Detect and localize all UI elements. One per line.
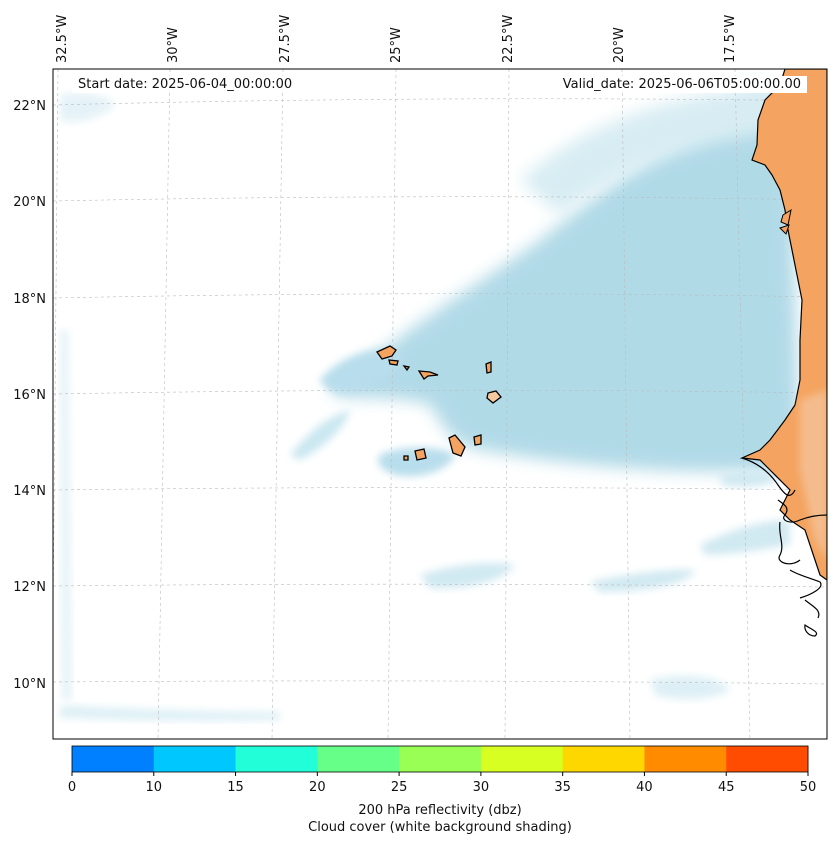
lat-label: 22°N (13, 99, 46, 114)
map-frame (52, 68, 828, 740)
cloud-patch-14n-east (720, 470, 780, 487)
cloud-patch-south-islands (378, 447, 455, 477)
cloud-mass-main (330, 95, 800, 472)
colorbar-segment (72, 746, 155, 772)
cloud-strip-coast (700, 520, 790, 555)
colorbar-segment (317, 746, 400, 772)
lat-label: 16°N (13, 388, 46, 403)
cloud-strip-12n (420, 563, 515, 589)
island-brava (403, 455, 409, 461)
colorbar: 0 10 15 20 25 30 35 40 45 50 (68, 745, 817, 795)
latitude-labels: 22°N 20°N 18°N 16°N 14°N 12°N 10°N (13, 99, 46, 692)
lon-label: 30°W (166, 27, 181, 63)
cloud-patch-nw (60, 93, 115, 122)
lon-label: 22.5°W (501, 15, 516, 63)
colorbar-label-line2: Cloud cover (white background shading) (308, 820, 572, 835)
colorbar-tick-label: 45 (718, 780, 735, 795)
cloud-strip-12n-east (590, 569, 695, 592)
land-shade-south (800, 390, 827, 560)
cloud-patch-southeast (650, 675, 730, 700)
island-sao-vicente (388, 359, 399, 366)
colorbar-tick-label: 0 (68, 780, 76, 795)
cloud-band-islands (320, 348, 404, 394)
start-date-label: Start date: 2025-06-04_00:00:00 (72, 76, 299, 93)
valid-date-label: Valid_date: 2025-06-06T05:00:00.00 (556, 76, 807, 93)
lat-label: 12°N (13, 580, 46, 595)
colorbar-tick-label: 40 (636, 780, 653, 795)
colorbar-label-line1: 200 hPa reflectivity (dbz) (358, 803, 521, 818)
cloud-strip-west-border (60, 330, 72, 700)
island-sao-nicolau (417, 370, 439, 380)
colorbar-tick-label: 20 (309, 780, 326, 795)
island-sal (485, 361, 492, 374)
lon-label: 25°W (389, 27, 404, 63)
island-coastal-b (779, 224, 790, 235)
island-santo-antao (376, 345, 397, 360)
island-santiago (448, 434, 466, 457)
graticule (53, 69, 827, 739)
colorbar-segment (726, 746, 809, 772)
longitude-labels: 32.5°W 30°W 27.5°W 25°W 22.5°W 20°W 17.5… (55, 15, 738, 63)
island-maio (473, 434, 482, 446)
island-fogo (414, 448, 427, 461)
colorbar-tick-label: 25 (391, 780, 408, 795)
coastline-south (741, 457, 827, 637)
colorbar-segment (562, 746, 645, 772)
lon-label: 32.5°W (55, 15, 70, 63)
colorbar-tick-label: 35 (554, 780, 571, 795)
lon-label: 20°W (612, 27, 627, 63)
colorbar-segment (644, 746, 727, 772)
colorbar-tick-label: 15 (227, 780, 244, 795)
lat-label: 10°N (13, 677, 46, 692)
cloud-strip-south-border (60, 705, 280, 721)
cape-verde-islands (376, 345, 502, 461)
lat-label: 14°N (13, 484, 46, 499)
colorbar-frame (71, 745, 809, 773)
colorbar-segment (480, 746, 564, 772)
lon-label: 27.5°W (278, 15, 293, 63)
colorbar-segment (399, 746, 482, 772)
colorbar-tick-label: 50 (800, 780, 817, 795)
lat-label: 18°N (13, 292, 46, 307)
cloud-band-southwest (290, 410, 350, 460)
colorbar-tick-label: 10 (146, 780, 163, 795)
colorbar-segment (153, 746, 237, 772)
cloud-mass-upper (520, 85, 790, 215)
colorbar-segment (235, 746, 318, 772)
cloud-cover-layer (60, 85, 800, 721)
colorbar-tick-label: 30 (473, 780, 490, 795)
island-santa-luzia (402, 365, 411, 372)
island-boa-vista (486, 390, 502, 404)
lon-label: 17.5°W (723, 15, 738, 63)
lat-label: 20°N (13, 195, 46, 210)
